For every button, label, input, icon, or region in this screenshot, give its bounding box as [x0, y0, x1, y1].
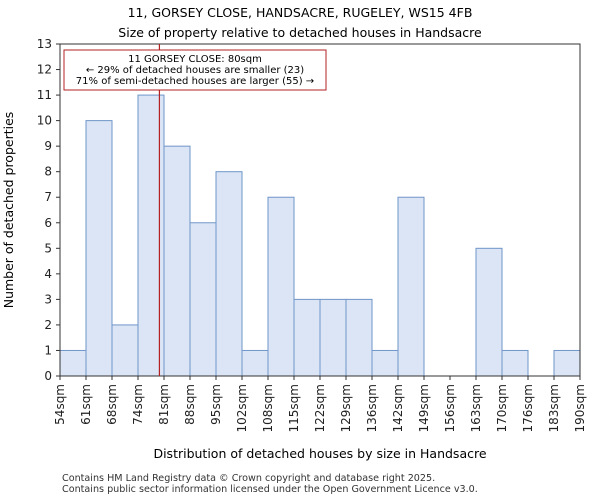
y-tick-label: 4 — [44, 267, 52, 281]
bar-136sqm — [371, 349, 399, 377]
annotation-box: 11 GORSEY CLOSE: 80sqm ← 29% of detached… — [63, 49, 327, 91]
y-tick-label: 10 — [37, 114, 52, 128]
chart-subtitle: Size of property relative to detached ho… — [118, 25, 482, 40]
bar-102sqm — [241, 349, 269, 377]
x-tick-label: 68sqm — [105, 384, 119, 425]
annotation-line-2: ← 29% of detached houses are smaller (23… — [86, 65, 304, 76]
bar-74sqm — [137, 94, 165, 377]
footer-line-2: Contains public sector information licen… — [62, 484, 478, 495]
bar-170sqm — [501, 349, 529, 377]
x-tick-label: 149sqm — [417, 384, 431, 432]
x-tick-label: 142sqm — [391, 384, 405, 432]
x-tick-label: 176sqm — [521, 384, 535, 432]
bar-115sqm — [293, 298, 321, 377]
bar-142sqm — [397, 196, 425, 377]
x-tick-label: 190sqm — [573, 384, 587, 432]
bar-163sqm — [475, 247, 503, 377]
x-tick-label: 81sqm — [157, 384, 171, 425]
bar-54sqm — [59, 349, 87, 377]
x-tick-label: 183sqm — [547, 384, 561, 432]
bar-88sqm — [189, 222, 217, 377]
bar-122sqm — [319, 298, 347, 377]
bar-183sqm — [553, 349, 581, 377]
x-tick-label: 88sqm — [183, 384, 197, 425]
x-tick-label: 136sqm — [365, 384, 379, 432]
y-tick-label: 11 — [37, 88, 52, 102]
x-tick-label: 95sqm — [209, 384, 223, 425]
bar-68sqm — [111, 324, 139, 377]
x-tick-label: 156sqm — [443, 384, 457, 432]
x-tick-label: 74sqm — [131, 384, 145, 425]
y-tick-label: 13 — [37, 37, 52, 51]
annotation-line-3: 71% of semi-detached houses are larger (… — [76, 76, 314, 87]
bar-81sqm — [163, 145, 191, 377]
y-tick-label: 8 — [44, 165, 52, 179]
y-tick-label: 6 — [44, 216, 52, 230]
plot-frame — [59, 43, 581, 377]
footer-line-1: Contains HM Land Registry data © Crown c… — [62, 473, 436, 484]
annotation-line-1: 11 GORSEY CLOSE: 80sqm — [128, 54, 262, 65]
x-tick-label: 170sqm — [495, 384, 509, 432]
y-tick-label: 3 — [44, 292, 52, 306]
y-tick-label: 5 — [44, 241, 52, 255]
y-tick-label: 0 — [44, 369, 52, 383]
x-tick-label: 122sqm — [313, 384, 327, 432]
x-tick-label: 129sqm — [339, 384, 353, 432]
bar-129sqm — [345, 298, 373, 377]
x-axis-label: Distribution of detached houses by size … — [153, 446, 486, 461]
y-axis-label: Number of detached properties — [1, 112, 16, 309]
x-tick-label: 54sqm — [53, 384, 67, 425]
y-tick-label: 9 — [44, 139, 52, 153]
chart-title: 11, GORSEY CLOSE, HANDSACRE, RUGELEY, WS… — [128, 5, 473, 20]
x-tick-layer: 54sqm 61sqm 68sqm 74sqm 81sqm 88sqm 95sqm 102sq… — [53, 376, 587, 432]
y-tick-label: 7 — [44, 190, 52, 204]
bar-95sqm — [215, 171, 243, 377]
x-tick-label: 115sqm — [287, 384, 301, 432]
bar-61sqm — [85, 120, 113, 377]
x-tick-label: 61sqm — [79, 384, 93, 425]
y-tick-label: 12 — [37, 63, 52, 77]
bar-108sqm — [267, 196, 295, 377]
y-tick-label: 2 — [44, 318, 52, 332]
x-tick-label: 108sqm — [261, 384, 275, 432]
x-tick-label: 163sqm — [469, 384, 483, 432]
bars-layer — [59, 94, 581, 377]
x-tick-label: 102sqm — [235, 384, 249, 432]
y-tick-label: 1 — [44, 343, 52, 357]
